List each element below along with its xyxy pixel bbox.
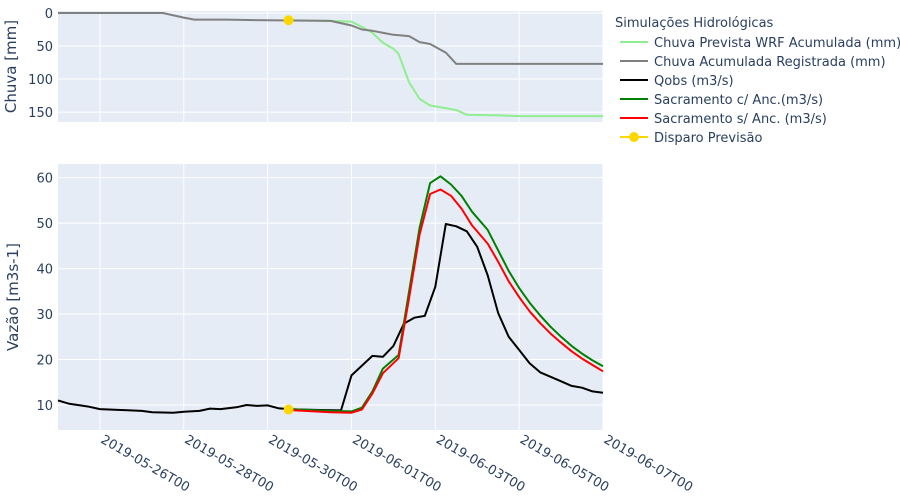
legend-title: Simulações Hidrológicas: [615, 16, 774, 31]
bottom-forecast-trigger-marker: [283, 404, 294, 415]
top-y-tick-labels: 0 50 100 150: [28, 7, 53, 121]
bottom-y-axis-title: Vazão [m3s-1]: [4, 243, 22, 351]
top-y-tick-label: 0: [45, 7, 53, 22]
top-forecast-trigger-marker: [283, 15, 294, 26]
top-y-tick-label: 100: [28, 73, 53, 88]
bottom-series-group: [57, 175, 604, 415]
bottom-y-tick-label: 10: [36, 399, 53, 414]
x-tick-label: 2019-06-03T00: [433, 432, 527, 495]
bottom-series-line: [57, 223, 604, 414]
top-gridlines: [58, 11, 604, 122]
bottom-y-tick-labels: 10 20 30 40 50 60: [36, 172, 53, 414]
top-y-tick-label: 50: [36, 40, 53, 55]
bottom-y-tick-label: 40: [36, 263, 53, 278]
legend-label: Chuva Acumulada Registrada (mm): [654, 55, 886, 70]
bottom-series-line: [288, 175, 604, 413]
x-tick-labels: 2019-05-26T002019-05-28T002019-05-30T002…: [98, 432, 695, 495]
x-tick-label: 2019-06-07T00: [601, 432, 695, 495]
x-tick-label: 2019-05-28T00: [182, 432, 276, 495]
top-y-tick-label: 150: [28, 106, 53, 121]
legend: Simulações Hidrológicas Chuva Prevista W…: [615, 16, 900, 146]
legend-item[interactable]: Disparo Previsão: [620, 131, 762, 146]
top-series-group: [58, 12, 603, 118]
x-tick-label: 2019-06-01T00: [349, 432, 443, 495]
legend-label: Sacramento c/ Anc.(m3/s): [654, 93, 823, 108]
x-tick-label: 2019-05-26T00: [98, 432, 192, 495]
legend-item[interactable]: Sacramento s/ Anc. (m3/s): [620, 112, 827, 127]
legend-label: Chuva Prevista WRF Acumulada (mm): [654, 36, 900, 51]
legend-label: Qobs (m3/s): [654, 74, 734, 89]
bottom-y-tick-label: 30: [36, 308, 53, 323]
bottom-gridlines: [58, 164, 604, 430]
x-tick-label: 2019-05-30T00: [266, 432, 360, 495]
top-plot-area: [58, 11, 603, 122]
legend-item[interactable]: Chuva Acumulada Registrada (mm): [620, 55, 886, 70]
bottom-plot-area: [58, 164, 603, 430]
top-series-line: [288, 19, 603, 118]
legend-label: Disparo Previsão: [654, 131, 762, 146]
top-series-line: [58, 12, 603, 65]
legend-item[interactable]: Sacramento c/ Anc.(m3/s): [620, 93, 823, 108]
bottom-y-tick-label: 60: [36, 172, 53, 187]
legend-label: Sacramento s/ Anc. (m3/s): [654, 112, 827, 127]
top-y-axis-title: Chuva [mm]: [2, 20, 20, 113]
bottom-y-tick-label: 50: [36, 217, 53, 232]
legend-marker: [629, 132, 639, 142]
legend-item[interactable]: Qobs (m3/s): [620, 74, 734, 89]
bottom-series-line: [288, 188, 604, 414]
legend-items: Chuva Prevista WRF Acumulada (mm) Chuva A…: [620, 36, 900, 146]
bottom-y-tick-label: 20: [36, 354, 53, 369]
legend-item[interactable]: Chuva Prevista WRF Acumulada (mm): [620, 36, 900, 51]
x-tick-label: 2019-06-05T00: [517, 432, 611, 495]
